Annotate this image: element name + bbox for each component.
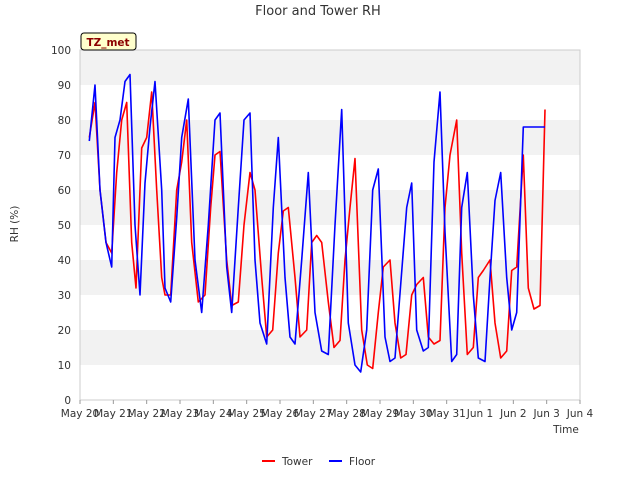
- x-tick-label: Jun 1: [466, 408, 493, 420]
- grid-band: [80, 365, 580, 400]
- y-tick-label: 20: [58, 325, 71, 337]
- x-tick-label: May 22: [127, 408, 165, 420]
- legend-label-tower: Tower: [281, 456, 313, 468]
- series-lines: [88, 73, 546, 373]
- x-tick-label: May 23: [161, 408, 199, 420]
- grid-band: [80, 190, 580, 225]
- y-tick-label: 50: [58, 220, 71, 232]
- y-tick-label: 10: [58, 360, 71, 372]
- x-axis-label: Time: [552, 424, 579, 436]
- series-line-tower: [88, 91, 546, 370]
- series-line-floor: [88, 73, 545, 373]
- legend-label-floor: Floor: [349, 456, 376, 468]
- x-tick-label: May 25: [227, 408, 265, 420]
- x-tick-label: May 29: [361, 408, 399, 420]
- legend: Tower Floor: [262, 456, 376, 468]
- x-tick-label: May 26: [261, 408, 300, 420]
- y-axis-ticks: 0 10 20 30 40 50 60 70 80 90 100: [51, 45, 71, 407]
- x-tick-label: May 30: [394, 408, 432, 420]
- x-tick-label: May 20: [61, 408, 99, 420]
- y-axis-label: RH (%): [9, 206, 21, 243]
- plot-frame: [79, 49, 581, 401]
- y-tick-label: 40: [58, 255, 71, 267]
- x-tick-label: Jun 2: [499, 408, 526, 420]
- plot-background-bands: [80, 50, 580, 400]
- badge-box: [80, 32, 137, 51]
- y-tick-label: 30: [58, 290, 71, 302]
- grid-band: [80, 85, 580, 120]
- x-tick-label: May 27: [294, 408, 332, 420]
- y-tick-label: 90: [58, 80, 71, 92]
- y-tick-label: 0: [64, 395, 71, 407]
- chart-title: Floor and Tower RH: [255, 4, 381, 19]
- y-tick-label: 70: [58, 150, 71, 162]
- grid-band: [80, 120, 580, 155]
- grid-band: [80, 260, 580, 295]
- grid-band: [80, 50, 580, 85]
- x-tick-label: May 24: [194, 408, 233, 420]
- y-tick-label: 100: [51, 45, 71, 57]
- x-tick-label: May 28: [327, 408, 365, 420]
- badge: TZ_met: [80, 32, 137, 51]
- y-tick-label: 60: [58, 185, 71, 197]
- y-tick-label: 80: [58, 115, 71, 127]
- x-tick-label: May 21: [94, 408, 132, 420]
- badge-label: TZ_met: [86, 37, 129, 49]
- x-tick-label: Jun 3: [532, 408, 559, 420]
- x-tick-label: May 31: [427, 408, 465, 420]
- grid-band: [80, 155, 580, 190]
- x-tick-label: Jun 4: [566, 408, 594, 420]
